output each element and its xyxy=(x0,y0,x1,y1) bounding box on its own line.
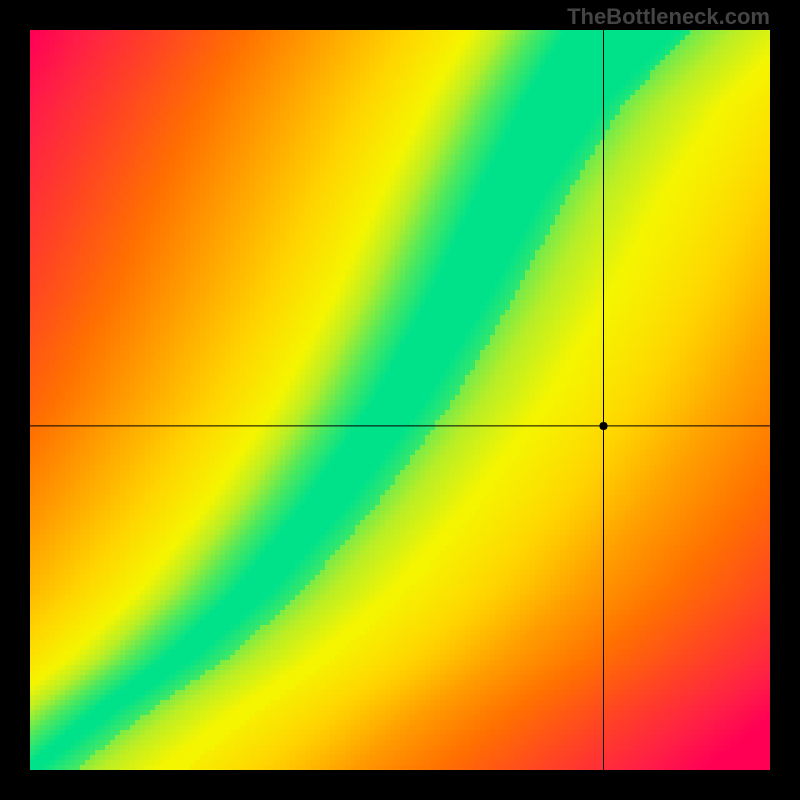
attribution-text: TheBottleneck.com xyxy=(567,4,770,30)
bottleneck-heatmap xyxy=(0,0,800,800)
